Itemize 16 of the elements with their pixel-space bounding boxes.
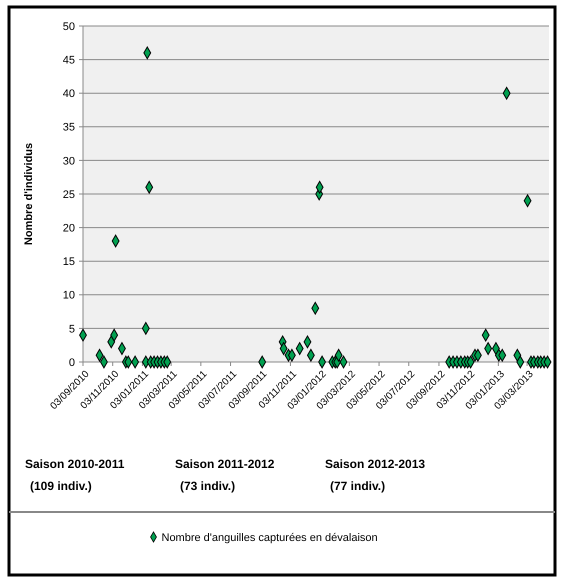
y-tick-label: 40 <box>62 88 75 100</box>
y-tick-label: 15 <box>62 256 75 268</box>
y-tick-label: 50 <box>62 20 75 33</box>
y-tick-label: 25 <box>62 188 75 201</box>
text: Saison 2012-2013 (77 indiv.) <box>325 457 426 493</box>
text: Saison 2011-2012 (73 indiv.) <box>175 457 275 493</box>
legend-label: Nombre d'anguilles capturées en dévalaison <box>162 532 378 544</box>
y-tick-label: 10 <box>62 290 75 302</box>
y-tick-label: 0 <box>68 356 75 369</box>
y-axis-title: Nombre d'individus <box>23 142 35 246</box>
text: Saison 2010-2011 (109 indiv.) <box>25 457 125 493</box>
y-tick-label: 30 <box>62 155 75 168</box>
y-tick-label: 20 <box>62 222 75 234</box>
y-tick-label: 5 <box>68 323 75 336</box>
y-tick-label: 35 <box>62 122 75 134</box>
y-tick-label: 45 <box>62 54 75 66</box>
